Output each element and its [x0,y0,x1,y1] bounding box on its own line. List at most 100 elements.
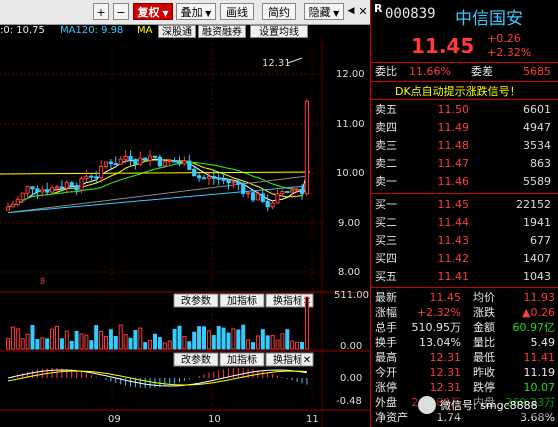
vol-switch-indicator-label: 换指标 [273,294,303,307]
sell-price: 11.50 [437,103,470,116]
buy-row-1[interactable]: 买一 11.45 22152 [375,196,557,213]
buy-row-2[interactable]: 买二 11.44 1941 [375,214,557,231]
high-price-label: 12.31 [262,58,291,69]
hide-label: 隐藏 [308,6,331,19]
sell-price: 11.49 [437,121,470,134]
vol-add-indicator-label: 加指标 [227,294,257,307]
zoom-in-button[interactable]: + [93,3,109,20]
ma120-value: MA120: 9.98 [60,25,124,36]
stat-value-2: ▲0.26 [522,306,555,319]
stat-label: 今开 [375,366,397,379]
sell-volume: 3534 [523,139,551,152]
stat-label: 换手 [375,336,397,349]
sell-label: 卖五 [375,103,397,116]
stat-value-2: 11.41 [523,351,556,364]
stat-label: 总手 [375,321,397,334]
candlesticks [5,99,309,212]
macd-close-icon: ✕ [303,355,311,366]
sell-volume: 4947 [523,121,551,134]
price-block: 11.45 +0.26 +2.32% [371,30,558,60]
vol-tick-min: 0.00 [340,341,362,352]
buy-label: 买一 [375,198,397,211]
zoom-out-button[interactable]: − [113,3,129,20]
buy-label: 买二 [375,216,397,229]
buy-row-4[interactable]: 买四 11.42 1407 [375,250,557,267]
ytick-12: 12.00 [336,69,365,80]
sell-volume: 6601 [523,103,551,116]
stat-label: 最新 [375,291,397,304]
macd-switch-indicator-label: 换指标 [273,353,303,366]
sell-row-1[interactable]: 卖一 11.46 5589 [375,173,557,190]
macd-close-button[interactable] [300,352,314,367]
weicha-label: 委差 [471,65,493,78]
stat-label-2: 昨收 [473,366,495,379]
vol-add-indicator-button[interactable] [219,293,265,308]
stat-label: 涨幅 [375,306,397,319]
stat-value: +2.32% [416,306,461,319]
buy-row-5[interactable]: 买五 11.41 1043 [375,268,557,285]
buy-volume: 1941 [523,216,551,229]
buy-volume: 1407 [523,252,551,265]
sell-row-4[interactable]: 卖四 11.49 4947 [375,119,557,136]
watermark-text: 微信号: smgc8888 [440,399,538,412]
macd-add-indicator-button[interactable] [219,352,265,367]
buy-label: 买五 [375,270,397,283]
stat-value: 13.04% [419,336,461,349]
sell-row-2[interactable]: 卖二 11.47 863 [375,155,557,172]
stat-value-2: 11.93 [523,291,556,304]
price-axis: 12.00 11.00 10.00 9.00 8.00 [336,69,365,278]
sell-volume: 5589 [523,175,551,188]
buy-row-3[interactable]: 买三 11.43 677 [375,232,557,249]
macd-add-indicator-label: 加指标 [227,353,257,366]
stat-label-2: 内盘 [473,396,495,409]
buy-price: 11.42 [437,252,470,265]
vol-edit-params-button[interactable] [173,293,219,308]
signal-link[interactable]: DK点自动提示涨跌信号！ [395,85,521,98]
quote-panel: R 000839 中信国安 11.45 +0.26 +2.32% 委比 11.6… [370,0,558,427]
stat-value-2: 11.19 [523,366,556,379]
kline-chart[interactable]: 12.00 11.00 10.00 9.00 8.00 12.31 8 改参数 … [0,38,370,427]
hide-button[interactable]: 隐藏 ▼ [304,3,344,20]
wechat-icon [418,396,436,414]
macd-edit-params-button[interactable] [173,352,219,367]
stat-label-2: 涨跌 [473,306,495,319]
low-marker: 8 [40,277,45,286]
quote-header: R 000839 中信国安 [371,0,558,29]
r-mark: R [374,2,383,15]
restore-rights-label: 复权 [137,6,160,19]
last-price: 11.45 [411,34,475,58]
simple-mode-button[interactable]: 简约 [262,3,296,20]
sell-row-5[interactable]: 卖五 11.50 6601 [375,101,557,118]
sgt-button[interactable]: 深股通 [158,25,196,38]
stat-value-2: 3.68% [520,411,555,424]
stats-row: 涨停 12.31 跌停 10.07 [375,380,557,395]
restore-rights-button[interactable]: 复权 ▼ [133,3,173,20]
weibi-value: 11.66% [409,65,451,78]
sell-row-3[interactable]: 卖三 11.48 3534 [375,137,557,154]
weicha-value: 5685 [523,65,551,78]
ma-settings-button[interactable]: 设置均线 [250,25,308,38]
overlay-label: 叠加 [180,6,203,19]
stat-label: 外盘 [375,396,397,409]
margin-trading-button[interactable]: 融资融券 [198,25,246,38]
ytick-11: 11.00 [336,119,365,130]
close-icon[interactable]: ✕ [358,5,368,18]
stat-value-2: 269.23万 [505,396,556,409]
ytick-10: 10.00 [336,168,365,179]
stock-code: 000839 [385,6,436,22]
stat-value: 12.31 [429,351,462,364]
stats-row: 涨幅 +2.32% 涨跌 ▲0.26 [375,305,557,320]
stat-value: 510.95万 [411,321,462,334]
prev-icon[interactable]: ◀ [347,6,355,16]
buy-volume: 22152 [516,198,551,211]
overlay-button[interactable]: 叠加 ▼ [176,3,216,20]
buy-price: 11.44 [437,216,470,229]
sell-label: 卖一 [375,175,397,188]
price-change: +0.26 [487,32,521,45]
stat-label: 最高 [375,351,397,364]
ytick-9: 9.00 [338,218,360,229]
month-09: 09 [108,414,121,425]
stats-row: 最高 12.31 最低 11.41 [375,350,557,365]
stat-value: 12.31 [429,381,462,394]
draw-line-button[interactable]: 画线 [220,3,254,20]
